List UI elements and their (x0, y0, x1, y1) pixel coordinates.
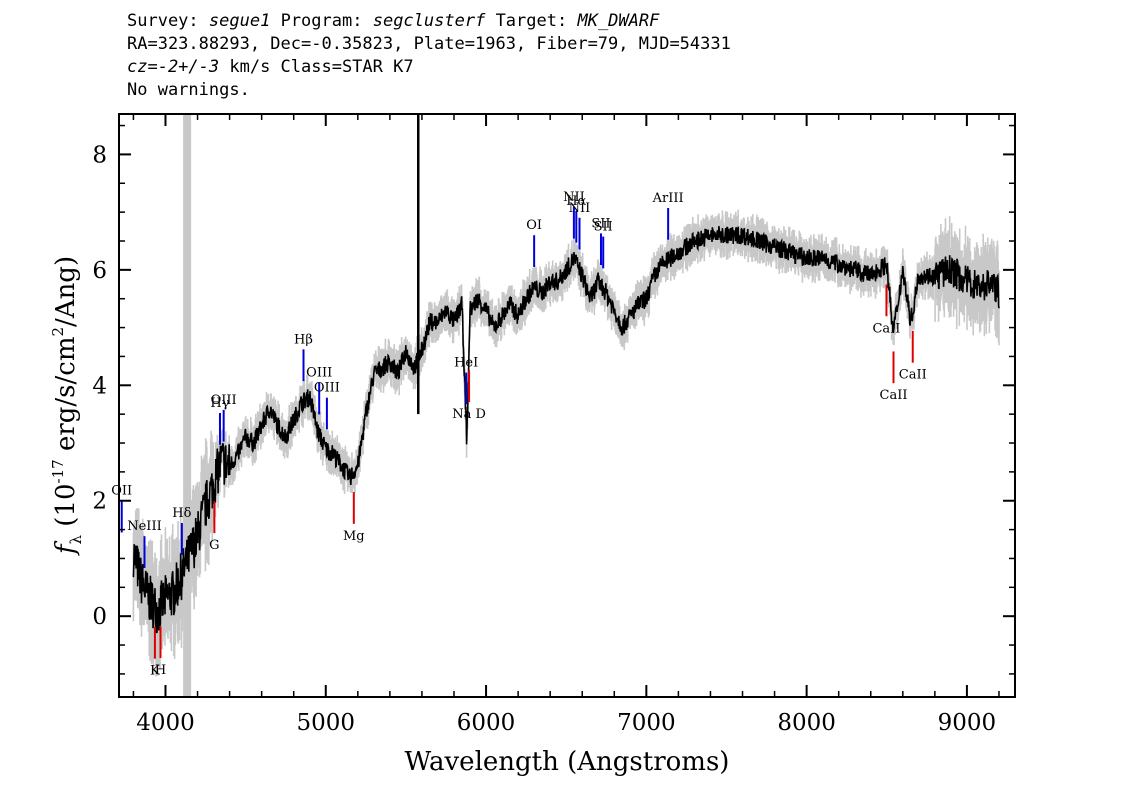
x-tick-label: 8000 (777, 710, 836, 736)
emission-line-label: HeI (454, 356, 478, 371)
emission-line-label: Hδ (172, 506, 191, 521)
emission-line-label: Hγ (210, 396, 229, 411)
emission-line-label: NII (563, 190, 585, 205)
emission-line-label: Hβ (294, 332, 313, 347)
target-label: Target: (495, 11, 568, 31)
x-tick-label: 7000 (617, 710, 676, 736)
axes-layer: 4000 5000 6000 7000 8000 9000 0 2 4 6 8 (92, 114, 1015, 736)
y-tick-label: 0 (92, 604, 107, 630)
program-label: Program: (280, 11, 363, 31)
absorption-line-label: CaII (899, 368, 927, 383)
plot-frame (118, 113, 1016, 698)
absorption-line-label: H (155, 663, 166, 678)
header-line-2: RA=323.88293, Dec=-0.35823, Plate=1963, … (127, 34, 731, 54)
header-line-4: No warnings. (127, 80, 250, 100)
x-tick-label: 5000 (296, 710, 355, 736)
absorption-line-label: Mg (343, 529, 365, 544)
emission-line-label: OII (111, 484, 132, 499)
header-line-3: cz=-2+/-3 km/s Class=STAR K7 (127, 56, 731, 79)
absorption-line-label: G (209, 538, 219, 553)
emission-line-label: SII (591, 216, 610, 231)
emission-line-label: ArIII (652, 191, 684, 206)
emission-line-label: Hα (566, 194, 586, 209)
x-tick-label: 4000 (136, 710, 195, 736)
y-tick-label: 6 (92, 258, 107, 284)
emission-line-label: SII (594, 220, 613, 235)
spectrum-header: Survey: segue1 Program: segclusterf Targ… (127, 10, 731, 102)
masked-band (183, 114, 192, 697)
class-value: km/s Class=STAR K7 (219, 57, 414, 77)
x-tick-label: 6000 (457, 710, 516, 736)
emission-line-label: OI (526, 218, 542, 233)
emission-line-label: NeIII (127, 519, 161, 534)
emission-line-label: OIII (211, 393, 237, 408)
absorption-line-label: CaII (872, 321, 900, 336)
x-tick-label: 9000 (938, 710, 997, 736)
line-markers-layer: OIINeIIIHδHγOIIIHβOIIIOIIIHeIOINIIHαNIIS… (111, 190, 926, 679)
redshift-value: cz=-2+/-3 (127, 57, 220, 77)
emission-line-label: OIII (306, 366, 332, 381)
y-axis-title: fλ (10-17 erg/s/cm2/Ang) (49, 256, 85, 556)
spectrum-line (132, 226, 1000, 634)
target-value: MK_DWARF (577, 11, 660, 31)
masked-region-layer (183, 114, 192, 697)
survey-value: segue1 (208, 11, 271, 31)
survey-label: Survey: (127, 11, 199, 31)
absorption-line-label: K (150, 664, 160, 679)
absorption-line-label: CaII (880, 388, 908, 403)
y-tick-label: 2 (92, 489, 107, 515)
x-axis-title: Wavelength (Angstroms) (405, 747, 730, 777)
absorption-line-label: Na D (452, 407, 486, 422)
y-tick-label: 8 (92, 142, 107, 168)
y-tick-label: 4 (92, 373, 107, 399)
program-value: segclusterf (372, 11, 486, 31)
emission-line-label: NII (569, 201, 591, 216)
header-line-1: Survey: segue1 Program: segclusterf Targ… (127, 10, 731, 33)
spectrum-layer (132, 115, 1000, 634)
emission-line-label: OIII (314, 381, 340, 396)
